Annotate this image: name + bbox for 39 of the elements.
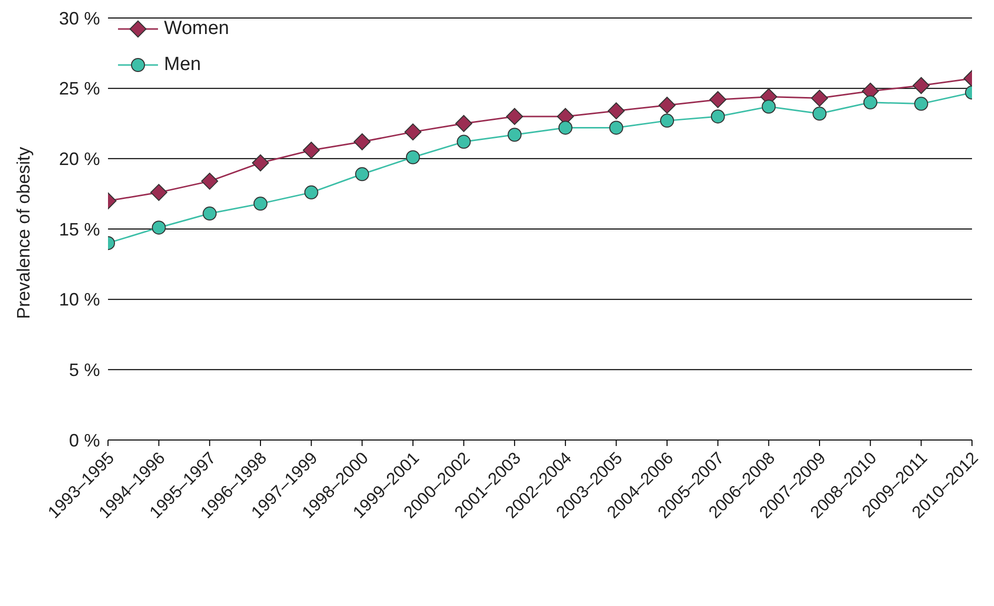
y-tick-label: 10 % bbox=[58, 290, 100, 310]
point bbox=[302, 142, 320, 159]
point bbox=[863, 95, 878, 110]
legend-label: Men bbox=[164, 54, 201, 76]
point bbox=[202, 206, 217, 221]
y-tick-label: 5 % bbox=[68, 360, 100, 380]
y-tick-label: 15 % bbox=[58, 219, 100, 240]
point bbox=[658, 96, 676, 114]
point bbox=[558, 120, 572, 135]
point bbox=[404, 123, 422, 140]
y-tick-label: 25 % bbox=[58, 78, 100, 99]
point bbox=[508, 128, 522, 142]
point bbox=[914, 96, 928, 111]
point bbox=[201, 172, 218, 190]
point bbox=[406, 150, 420, 164]
point bbox=[912, 77, 930, 94]
point bbox=[660, 114, 674, 128]
point bbox=[812, 106, 827, 121]
point bbox=[456, 134, 471, 149]
point bbox=[354, 133, 371, 150]
y-tick-label: 0 % bbox=[68, 430, 100, 450]
point bbox=[150, 184, 168, 201]
legend-label: Women bbox=[164, 18, 230, 40]
point bbox=[709, 91, 726, 108]
point bbox=[253, 196, 268, 211]
y-axis-title: Prevalence of obesity bbox=[13, 146, 34, 319]
point bbox=[506, 108, 524, 125]
point bbox=[304, 185, 318, 200]
point bbox=[455, 115, 472, 132]
y-tick-label: 20 % bbox=[58, 149, 100, 170]
point bbox=[710, 109, 725, 124]
point bbox=[811, 90, 828, 107]
point bbox=[355, 167, 370, 182]
point bbox=[608, 102, 625, 120]
point bbox=[609, 120, 624, 135]
point bbox=[152, 220, 166, 235]
point bbox=[762, 100, 776, 114]
point bbox=[252, 154, 269, 172]
y-tick-label: 30 % bbox=[58, 8, 100, 28]
